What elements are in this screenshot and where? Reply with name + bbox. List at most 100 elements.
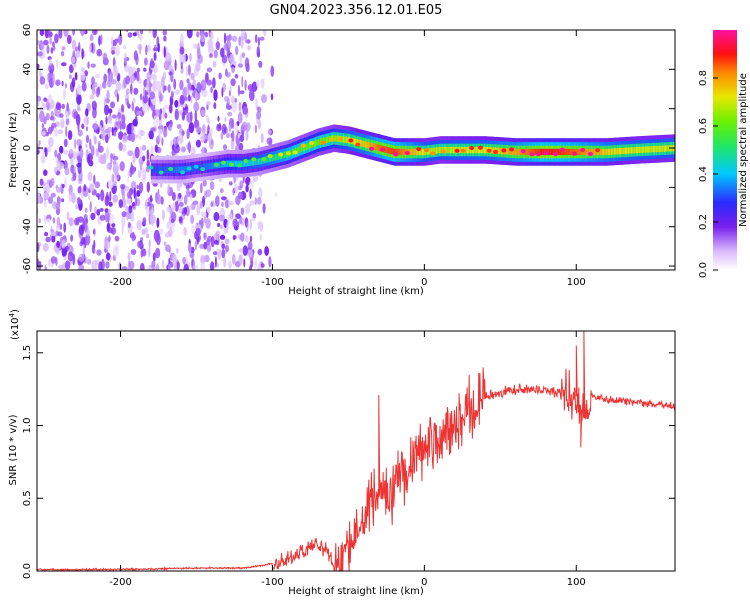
spectrogram-ridge-cell <box>590 148 593 156</box>
spectrogram-noise-cell <box>148 246 151 258</box>
spectrogram-noise-cell <box>39 30 45 36</box>
spectrogram-noise-cell <box>214 239 219 245</box>
spectrogram-noise-cell <box>58 30 63 39</box>
spectrogram-noise-cell <box>71 177 75 182</box>
spectrogram-noise-cell <box>256 111 262 120</box>
spectrogram-noise-cell <box>161 209 165 221</box>
spectrogram-noise-cell <box>169 226 172 235</box>
spectrogram-noise-cell <box>254 124 257 134</box>
spectrogram-noise-cell <box>234 218 238 227</box>
spectrogram-noise-cell <box>155 263 160 270</box>
spectrogram-noise-cell <box>139 33 143 42</box>
spectrogram-noise-cell <box>89 183 95 192</box>
spectrogram-ridge-peak <box>243 158 249 163</box>
spectrogram-ridge-cell <box>254 159 256 166</box>
spectrogram-noise-cell <box>188 122 195 134</box>
spectrogram-noise-cell <box>142 130 145 136</box>
spectrogram-ridge-cell <box>548 148 550 156</box>
spectrogram-noise-cell <box>237 63 243 68</box>
spectrogram-ridge-peak <box>348 138 354 143</box>
spectrogram-ridge-cell <box>431 147 434 155</box>
spectrogram-noise-cell <box>176 261 180 270</box>
spectrogram-noise-cell <box>77 107 81 112</box>
spectrogram-noise-cell <box>65 118 70 126</box>
spectrogram-noise-cell <box>65 125 68 138</box>
spectrogram-noise-cell <box>210 140 214 145</box>
spectrogram-noise-cell <box>191 224 195 235</box>
spectrogram-noise-cell <box>226 72 231 78</box>
spectrogram-noise-cell <box>44 30 49 39</box>
spectrogram-ridge-cell <box>402 148 405 156</box>
spectrogram-ridge-cell <box>559 148 561 156</box>
spectrogram-ridge-cell <box>663 145 666 152</box>
spectrogram-noise-cell <box>38 218 41 224</box>
spectrogram-noise-cell <box>226 40 232 50</box>
spectrogram-noise-cell <box>136 70 140 82</box>
spectrogram-noise-cell <box>190 111 193 123</box>
spectrogram-ridge-cell <box>305 143 307 151</box>
spectrogram-noise-cell <box>96 249 102 256</box>
snr-spike <box>378 394 381 492</box>
spectrogram-noise-cell <box>179 94 185 105</box>
spectrogram-ridge-cell <box>584 148 587 156</box>
spectrogram-noise-cell <box>52 73 55 86</box>
spectrogram-ridge-cell <box>313 140 316 147</box>
colorbar-label: Normalized spectral amplitude <box>738 73 749 227</box>
spectrogram-noise-cell <box>114 45 121 57</box>
spectrogram-noise-cell <box>61 239 66 249</box>
spectrogram-noise-cell <box>92 107 97 119</box>
snr-x-ticks: -200 -100 0 100 <box>109 331 586 588</box>
spectrogram-noise-cell <box>186 78 190 84</box>
spectrogram-noise-cell <box>112 194 119 203</box>
spectrogram-ridge-cell <box>392 148 395 155</box>
spectrogram-noise-cell <box>95 148 99 157</box>
spectrogram-ridge-cell <box>446 146 448 154</box>
spectrogram-noise-cell <box>54 33 59 44</box>
spectrogram-noise-cell <box>224 238 230 245</box>
spectrogram-noise-cell <box>232 234 236 241</box>
spectrogram-ridge-cell <box>553 148 555 156</box>
spectrogram-noise-cell <box>102 52 108 64</box>
spectrogram-noise-cell <box>76 197 81 206</box>
spectrogram-ridge-cell <box>549 148 552 156</box>
spectrogram-noise-cell <box>241 130 244 139</box>
spectrogram-noise-cell <box>237 112 243 124</box>
spectrogram-ridge-cell <box>558 148 560 156</box>
spectrogram-noise-cell <box>179 46 184 55</box>
spectrogram-noise-cell <box>247 45 251 51</box>
spectrogram-ridge-cell <box>206 163 209 170</box>
spectrogram-noise-cell <box>132 32 137 37</box>
spectrogram-noise-cell <box>240 39 244 49</box>
spectrogram-noise-cell <box>171 202 176 212</box>
spectrogram-noise-cell <box>212 60 217 68</box>
spectrogram-ridge-cell <box>509 148 511 155</box>
spectrogram-noise-cell <box>106 146 110 159</box>
spectrogram-noise-cell <box>87 61 90 69</box>
spectrogram-ridge-cell <box>249 159 251 166</box>
spectrogram-noise-cell <box>128 205 133 214</box>
spectrogram-noise-cell <box>248 265 253 270</box>
spectrogram-noise-cell <box>193 43 198 49</box>
spectrogram-noise-cell <box>190 246 195 253</box>
spectrogram-ridge-cell <box>530 148 532 156</box>
y-tick-label: -60 <box>22 258 33 274</box>
spectrogram-noise-cell <box>238 142 244 151</box>
spectrogram-ridge-cell <box>278 153 281 160</box>
spectrogram-noise-cell <box>188 89 194 94</box>
spectrogram-noise-cell <box>152 30 157 39</box>
spectrogram-noise-cell <box>102 81 107 89</box>
spectrogram-ridge-cell <box>204 163 206 170</box>
spectrogram-noise-cell <box>205 189 212 198</box>
y-tick-label: 1.5 <box>22 345 33 361</box>
spectrogram-noise-cell <box>133 187 136 199</box>
spectrogram-ridge-cell <box>526 148 528 156</box>
spectrogram-noise-cell <box>228 260 232 269</box>
spectrogram-noise-cell <box>85 149 89 158</box>
spectrogram-noise-cell <box>132 97 136 104</box>
spectrogram-noise-cell <box>81 81 87 92</box>
spectrogram-noise-cell <box>200 132 206 142</box>
spectrogram-ridge-cell <box>256 158 259 165</box>
spectrogram-noise-cell <box>37 149 40 155</box>
spectrogram-noise-cell <box>200 255 206 265</box>
spectrogram-noise-cell <box>226 132 230 139</box>
